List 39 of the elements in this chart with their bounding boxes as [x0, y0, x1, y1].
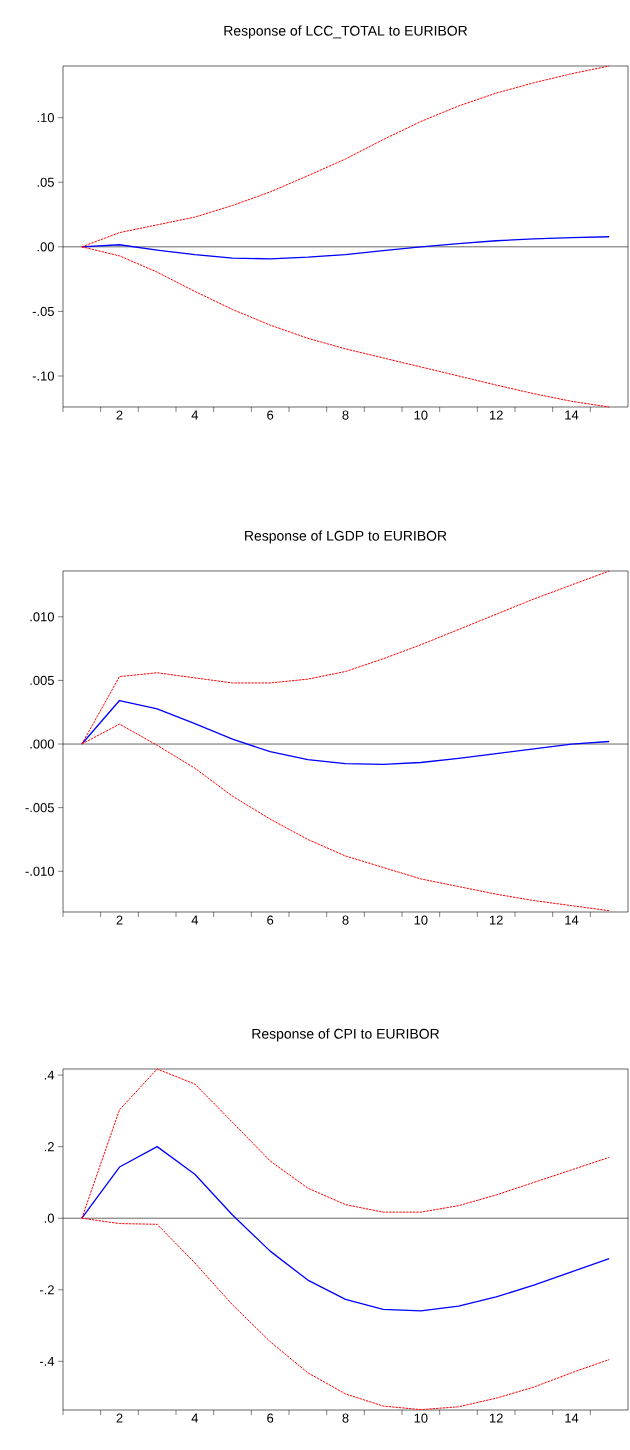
y-tick-label: .0	[44, 1213, 54, 1223]
x-tick-label: 14	[565, 410, 579, 420]
x-tick-label: 4	[191, 410, 199, 420]
chart-title: Response of LGDP to EURIBOR	[245, 530, 447, 544]
x-tick-label: 6	[267, 1413, 274, 1423]
x-tick-label: 2	[116, 1413, 123, 1423]
x-tick-label: 14	[565, 1413, 579, 1423]
y-tick-label: -.05	[32, 306, 54, 316]
x-tick-label: 12	[489, 915, 503, 925]
x-tick-label: 8	[342, 410, 349, 420]
y-tick-label: .00	[37, 242, 54, 252]
x-tick-label: 8	[342, 915, 349, 925]
x-tick-label: 14	[565, 915, 579, 925]
x-tick-label: 12	[489, 1413, 503, 1423]
y-tick-label: .000	[30, 739, 54, 749]
y-tick-label: -.2	[39, 1285, 54, 1295]
x-tick-label: 8	[342, 1413, 349, 1423]
x-tick-label: 6	[267, 915, 274, 925]
y-tick-label: .05	[37, 177, 54, 187]
y-tick-label: .010	[30, 612, 54, 622]
y-tick-label: .2	[44, 1142, 54, 1152]
x-tick-label: 12	[489, 410, 503, 420]
x-tick-label: 10	[414, 1413, 428, 1423]
x-tick-label: 10	[414, 410, 428, 420]
y-tick-label: -.10	[32, 371, 54, 381]
chart-title: Response of LCC_TOTAL to EURIBOR	[224, 25, 468, 39]
x-tick-label: 2	[116, 915, 123, 925]
x-tick-label: 4	[191, 1413, 199, 1423]
y-tick-label: -.010	[25, 866, 54, 876]
x-tick-label: 2	[116, 410, 123, 420]
chart-title: Response of CPI to EURIBOR	[252, 1028, 440, 1042]
y-tick-label: .005	[30, 675, 54, 685]
y-tick-label: .10	[37, 113, 54, 123]
y-tick-label: -.4	[39, 1356, 55, 1366]
y-tick-label: -.005	[25, 803, 54, 813]
y-tick-label: .4	[44, 1070, 55, 1080]
x-tick-label: 10	[414, 915, 428, 925]
x-tick-label: 4	[191, 915, 199, 925]
x-tick-label: 6	[267, 410, 274, 420]
